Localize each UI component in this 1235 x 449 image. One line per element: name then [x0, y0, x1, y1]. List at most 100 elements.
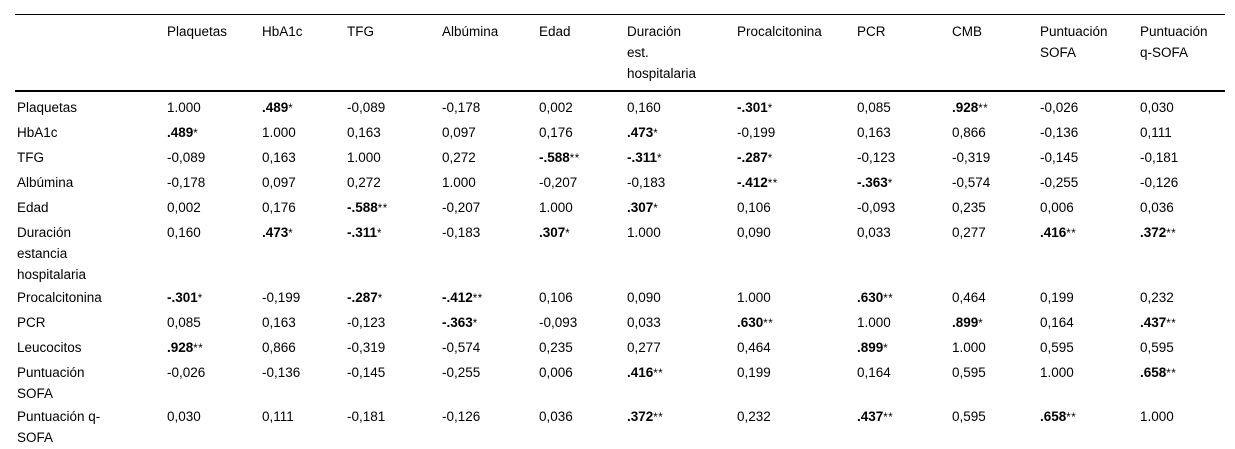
table-row: Duración estancia hospitalaria 0,160.473*… — [15, 221, 1225, 286]
value-cell: .899* — [950, 311, 1038, 336]
value-cell: .416** — [625, 361, 735, 405]
correlation-value: 0,106 — [539, 290, 573, 305]
value-cell: -.301* — [165, 286, 260, 311]
correlation-value: 0,163 — [262, 315, 296, 330]
value-cell: 0,235 — [537, 336, 625, 361]
correlation-value: 0,176 — [262, 200, 296, 215]
correlation-value: -.588 — [539, 150, 570, 165]
correlation-value: -0,181 — [347, 409, 386, 424]
value-cell: 0,232 — [735, 405, 855, 449]
correlation-value: -.412 — [442, 290, 473, 305]
value-cell: -0,574 — [950, 171, 1038, 196]
significance-stars: * — [565, 228, 571, 240]
row-label: Plaquetas — [17, 100, 78, 115]
value-cell: 0,163 — [345, 121, 440, 146]
correlation-value: -0,123 — [857, 150, 896, 165]
value-cell: .437** — [855, 405, 950, 449]
correlation-value: -0,136 — [262, 365, 301, 380]
significance-stars: ** — [883, 293, 894, 305]
value-cell: -.287* — [735, 146, 855, 171]
correlation-value: .489 — [167, 125, 194, 140]
correlation-value: 0,097 — [262, 175, 296, 190]
significance-stars: ** — [1166, 318, 1177, 330]
table-header: Plaquetas HbA1c TFG Albúmina Edad Duración es… — [15, 15, 1225, 92]
significance-stars: ** — [978, 103, 989, 115]
correlation-value: -0,183 — [627, 175, 666, 190]
correlation-value: .473 — [262, 225, 289, 240]
value-cell: .372** — [1138, 221, 1225, 286]
value-cell: 1.000 — [1138, 405, 1225, 449]
value-cell: 1.000 — [260, 121, 345, 146]
correlation-value: .658 — [1040, 409, 1067, 424]
value-cell: 0,595 — [1138, 336, 1225, 361]
corner-cell — [15, 15, 165, 92]
value-cell: 0,164 — [855, 361, 950, 405]
correlation-value: 0,163 — [857, 125, 891, 140]
value-cell: -0,145 — [345, 361, 440, 405]
correlation-value: -.412 — [737, 175, 768, 190]
significance-stars: ** — [377, 203, 388, 215]
value-cell: -.301* — [735, 91, 855, 121]
value-cell: .489* — [260, 91, 345, 121]
significance-stars: * — [887, 178, 893, 190]
correlation-value: -.301 — [737, 100, 768, 115]
value-cell: 0,160 — [625, 91, 735, 121]
correlation-value: .489 — [262, 100, 289, 115]
correlation-value: .307 — [627, 200, 654, 215]
value-cell: -0,123 — [345, 311, 440, 336]
significance-stars: ** — [1066, 412, 1077, 424]
value-cell: 0,106 — [537, 286, 625, 311]
correlation-value: -0,574 — [442, 340, 481, 355]
value-cell: 0,033 — [855, 221, 950, 286]
correlation-value: -0,026 — [1040, 100, 1079, 115]
value-cell: 0,163 — [260, 311, 345, 336]
row-label: Albúmina — [17, 175, 74, 190]
table-body: Plaquetas 1.000.489* -0,089 -0,178 0,002 0,16… — [15, 91, 1225, 449]
value-cell: 1.000 — [537, 196, 625, 221]
column-header: Plaquetas — [167, 24, 228, 39]
correlation-value: -0,181 — [1140, 150, 1179, 165]
correlation-value: -0,183 — [442, 225, 481, 240]
row-label: PCR — [17, 315, 46, 330]
table-row: PCR 0,085 0,163 -0,123 -.363* -0,093 0,033.630… — [15, 311, 1225, 336]
value-cell: -0,136 — [260, 361, 345, 405]
correlation-value: 0,106 — [737, 200, 771, 215]
correlation-value: 0,033 — [857, 225, 891, 240]
value-cell: .307* — [625, 196, 735, 221]
correlation-value: 0,085 — [857, 100, 891, 115]
value-cell: 0,097 — [440, 121, 537, 146]
value-cell: 0,272 — [345, 171, 440, 196]
row-label: Puntuación SOFA — [17, 365, 85, 401]
value-cell: -0,089 — [345, 91, 440, 121]
value-cell: -.311* — [625, 146, 735, 171]
correlation-value: 0,595 — [1140, 340, 1174, 355]
significance-stars: * — [377, 293, 383, 305]
correlation-value: 1.000 — [857, 315, 891, 330]
correlation-value: -0,093 — [857, 200, 896, 215]
correlation-value: 0,595 — [952, 409, 986, 424]
table-row: Edad 0,002 0,176 -.588** -0,207 1.000.307* 0,1… — [15, 196, 1225, 221]
correlation-value: 0,595 — [1040, 340, 1074, 355]
value-cell: -0,199 — [735, 121, 855, 146]
correlation-value: 0,030 — [167, 409, 201, 424]
value-cell: 0,595 — [950, 361, 1038, 405]
value-cell: 0,163 — [260, 146, 345, 171]
row-label: Leucocitos — [17, 340, 82, 355]
table-row: Leucocitos .928** 0,866 -0,319 -0,574 0,235 0,… — [15, 336, 1225, 361]
correlation-value: -0,145 — [1040, 150, 1079, 165]
correlation-value: 1.000 — [167, 100, 201, 115]
correlation-value: 1.000 — [952, 340, 986, 355]
column-header: CMB — [952, 24, 982, 39]
correlation-value: -0,178 — [167, 175, 206, 190]
significance-stars: ** — [1166, 228, 1177, 240]
value-cell: 0,111 — [260, 405, 345, 449]
correlation-value: 0,199 — [1040, 290, 1074, 305]
value-cell: 0,030 — [165, 405, 260, 449]
value-cell: -0,207 — [537, 171, 625, 196]
correlation-value: -0,136 — [1040, 125, 1079, 140]
value-cell: .307* — [537, 221, 625, 286]
value-cell: 0,090 — [625, 286, 735, 311]
value-cell: -0,574 — [440, 336, 537, 361]
correlation-value: 0,163 — [347, 125, 381, 140]
significance-stars: ** — [653, 368, 664, 380]
